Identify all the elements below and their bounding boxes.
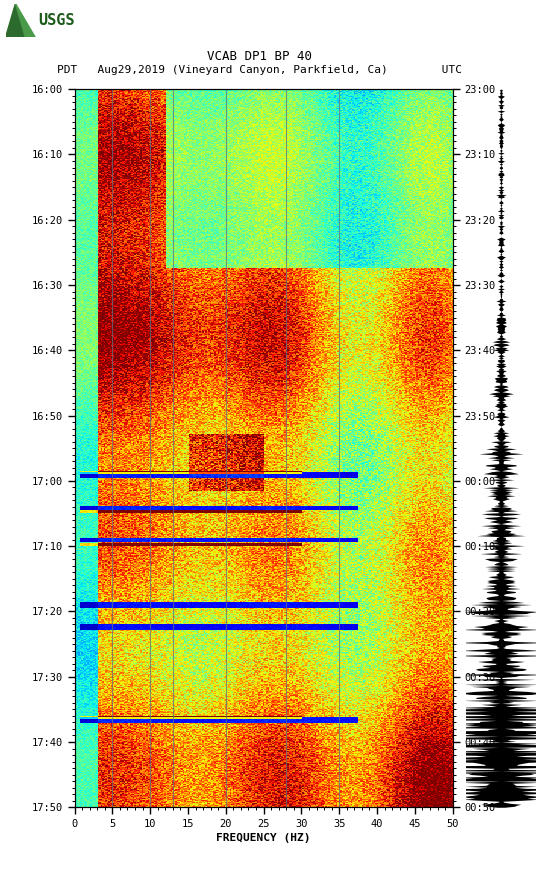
Polygon shape: [6, 4, 25, 37]
Text: USGS: USGS: [39, 13, 75, 28]
Text: VCAB DP1 BP 40: VCAB DP1 BP 40: [207, 50, 312, 62]
Polygon shape: [15, 4, 35, 37]
Text: PDT   Aug29,2019 (Vineyard Canyon, Parkfield, Ca)        UTC: PDT Aug29,2019 (Vineyard Canyon, Parkfie…: [57, 65, 462, 76]
X-axis label: FREQUENCY (HZ): FREQUENCY (HZ): [216, 833, 311, 843]
